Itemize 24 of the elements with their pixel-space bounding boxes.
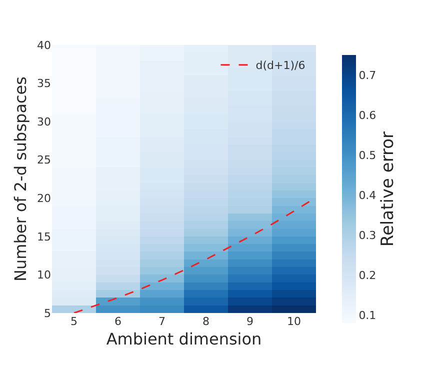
y-tick-label: 10 xyxy=(37,268,51,282)
x-tick-label: 7 xyxy=(158,315,166,328)
x-axis-title: Ambient dimension xyxy=(106,330,262,349)
x-tick-label: 10 xyxy=(287,315,301,328)
y-tick-label: 15 xyxy=(37,230,51,244)
color-bar-label: 0.4 xyxy=(358,188,376,202)
color-bar-label: 0.5 xyxy=(358,148,376,162)
y-tick-label: 30 xyxy=(37,115,51,128)
y-tick-label: 40 xyxy=(37,38,51,52)
x-tick-label: 5 xyxy=(70,315,78,328)
legend-label: d(d+1)/6 xyxy=(256,59,306,72)
color-bar-label: 0.7 xyxy=(358,68,376,82)
x-tick-label: 6 xyxy=(114,315,122,328)
y-tick-label: 25 xyxy=(37,154,51,167)
color-bar-label: 0.3 xyxy=(358,228,376,242)
y-axis-title: Number of 2-d subspaces xyxy=(10,76,30,282)
y-tick-label: 20 xyxy=(37,192,51,205)
y-tick-label: 35 xyxy=(37,77,51,90)
color-bar-label: 0.6 xyxy=(358,108,376,122)
x-tick-label: 8 xyxy=(202,315,210,328)
color-bar-title: Relative error xyxy=(378,131,398,247)
color-bar-label: 0.1 xyxy=(358,308,376,322)
color-bar-label: 0.2 xyxy=(358,268,376,282)
x-tick-label: 9 xyxy=(246,315,254,328)
